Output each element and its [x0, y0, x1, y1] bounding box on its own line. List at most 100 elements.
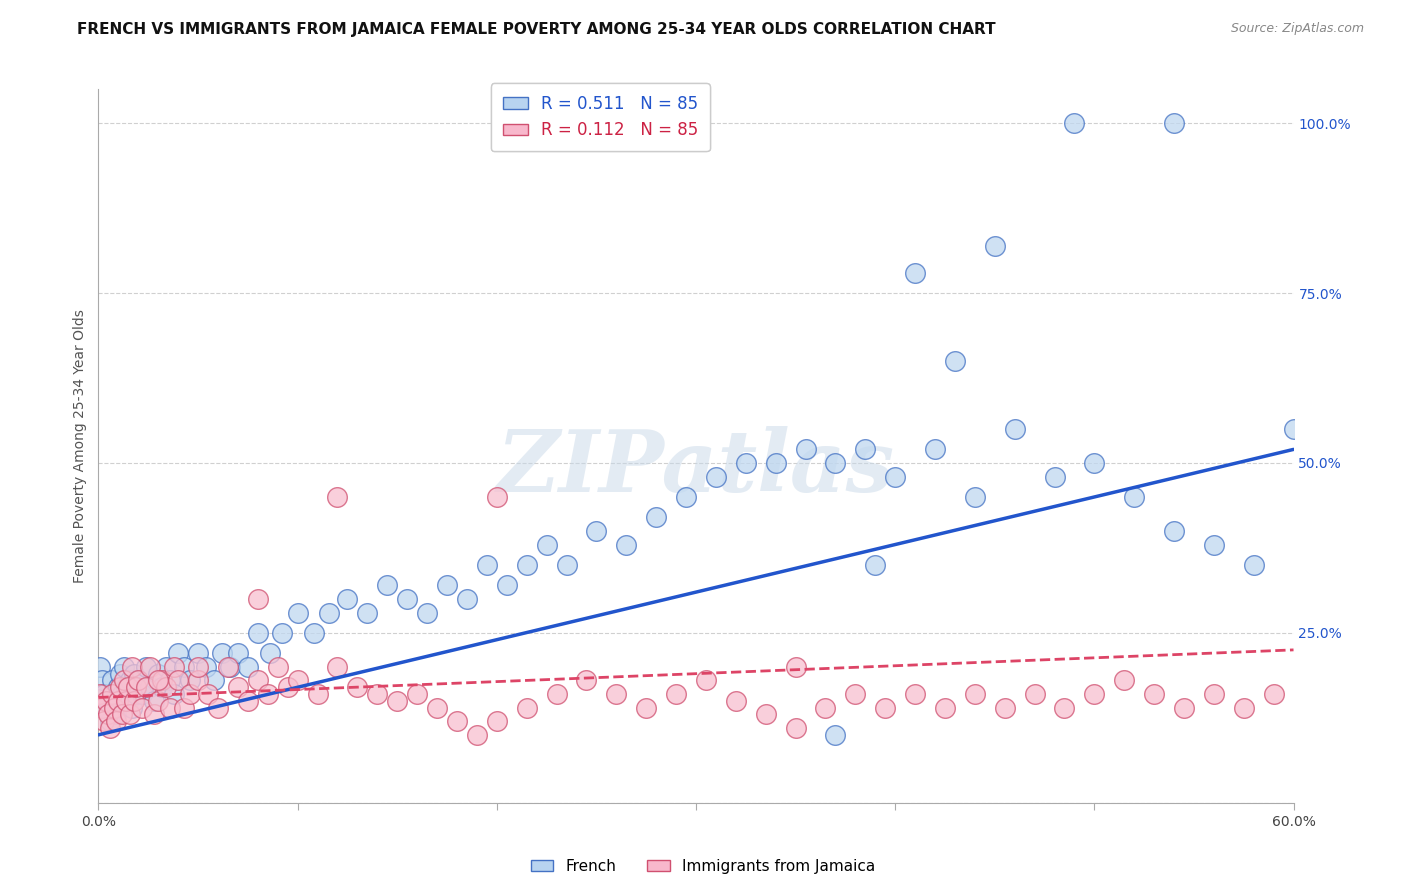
Point	[159, 673, 181, 688]
Point	[1123, 490, 1146, 504]
Point	[107, 680, 129, 694]
Point	[148, 666, 170, 681]
Point	[585, 524, 607, 538]
Point	[115, 680, 138, 694]
Legend: R = 0.511   N = 85, R = 0.112   N = 85: R = 0.511 N = 85, R = 0.112 N = 85	[491, 83, 710, 151]
Point	[167, 673, 190, 688]
Point	[105, 714, 128, 729]
Point	[97, 707, 120, 722]
Point	[546, 687, 568, 701]
Point	[93, 687, 115, 701]
Point	[111, 707, 134, 722]
Point	[211, 646, 233, 660]
Point	[125, 680, 148, 694]
Point	[112, 673, 135, 688]
Point	[326, 660, 349, 674]
Point	[1143, 687, 1166, 701]
Point	[366, 687, 388, 701]
Point	[131, 700, 153, 714]
Point	[318, 606, 340, 620]
Point	[963, 687, 986, 701]
Point	[307, 687, 329, 701]
Point	[704, 469, 727, 483]
Point	[396, 591, 419, 606]
Point	[695, 673, 717, 688]
Point	[416, 606, 439, 620]
Point	[131, 687, 153, 701]
Point	[375, 578, 398, 592]
Point	[217, 660, 239, 674]
Point	[1024, 687, 1046, 701]
Point	[202, 673, 225, 688]
Point	[385, 694, 409, 708]
Point	[259, 646, 281, 660]
Text: ZIPatlas: ZIPatlas	[496, 425, 896, 509]
Point	[665, 687, 688, 701]
Point	[148, 673, 170, 688]
Point	[844, 687, 866, 701]
Point	[724, 694, 747, 708]
Point	[93, 714, 115, 729]
Point	[536, 537, 558, 551]
Point	[1163, 524, 1185, 538]
Point	[336, 591, 359, 606]
Point	[101, 673, 124, 688]
Point	[645, 510, 668, 524]
Point	[1202, 537, 1225, 551]
Point	[111, 687, 134, 701]
Point	[934, 700, 956, 714]
Point	[270, 626, 292, 640]
Point	[1202, 687, 1225, 701]
Point	[159, 700, 181, 714]
Point	[785, 660, 807, 674]
Point	[605, 687, 627, 701]
Point	[446, 714, 468, 729]
Point	[1083, 456, 1105, 470]
Point	[121, 660, 143, 674]
Point	[143, 707, 166, 722]
Text: Source: ZipAtlas.com: Source: ZipAtlas.com	[1230, 22, 1364, 36]
Point	[96, 694, 118, 708]
Point	[120, 673, 142, 688]
Point	[236, 694, 259, 708]
Point	[824, 456, 846, 470]
Point	[904, 266, 927, 280]
Point	[485, 490, 508, 504]
Point	[267, 660, 290, 674]
Point	[91, 700, 114, 714]
Point	[91, 673, 114, 688]
Point	[105, 707, 128, 722]
Point	[148, 694, 170, 708]
Point	[963, 490, 986, 504]
Point	[139, 660, 162, 674]
Point	[1173, 700, 1195, 714]
Point	[226, 680, 249, 694]
Point	[98, 721, 122, 735]
Point	[277, 680, 299, 694]
Point	[167, 646, 190, 660]
Point	[865, 558, 887, 572]
Point	[173, 660, 195, 674]
Point	[575, 673, 598, 688]
Point	[1004, 422, 1026, 436]
Point	[636, 700, 658, 714]
Point	[139, 680, 162, 694]
Point	[246, 626, 269, 640]
Point	[187, 673, 209, 688]
Point	[794, 442, 817, 457]
Point	[555, 558, 578, 572]
Point	[89, 687, 111, 701]
Point	[117, 680, 139, 694]
Point	[135, 660, 157, 674]
Point	[943, 354, 966, 368]
Point	[155, 680, 177, 694]
Point	[246, 591, 269, 606]
Point	[256, 687, 278, 701]
Point	[1063, 116, 1085, 130]
Point	[516, 558, 538, 572]
Point	[785, 721, 807, 735]
Point	[875, 700, 897, 714]
Point	[115, 694, 138, 708]
Point	[1163, 116, 1185, 130]
Point	[246, 673, 269, 688]
